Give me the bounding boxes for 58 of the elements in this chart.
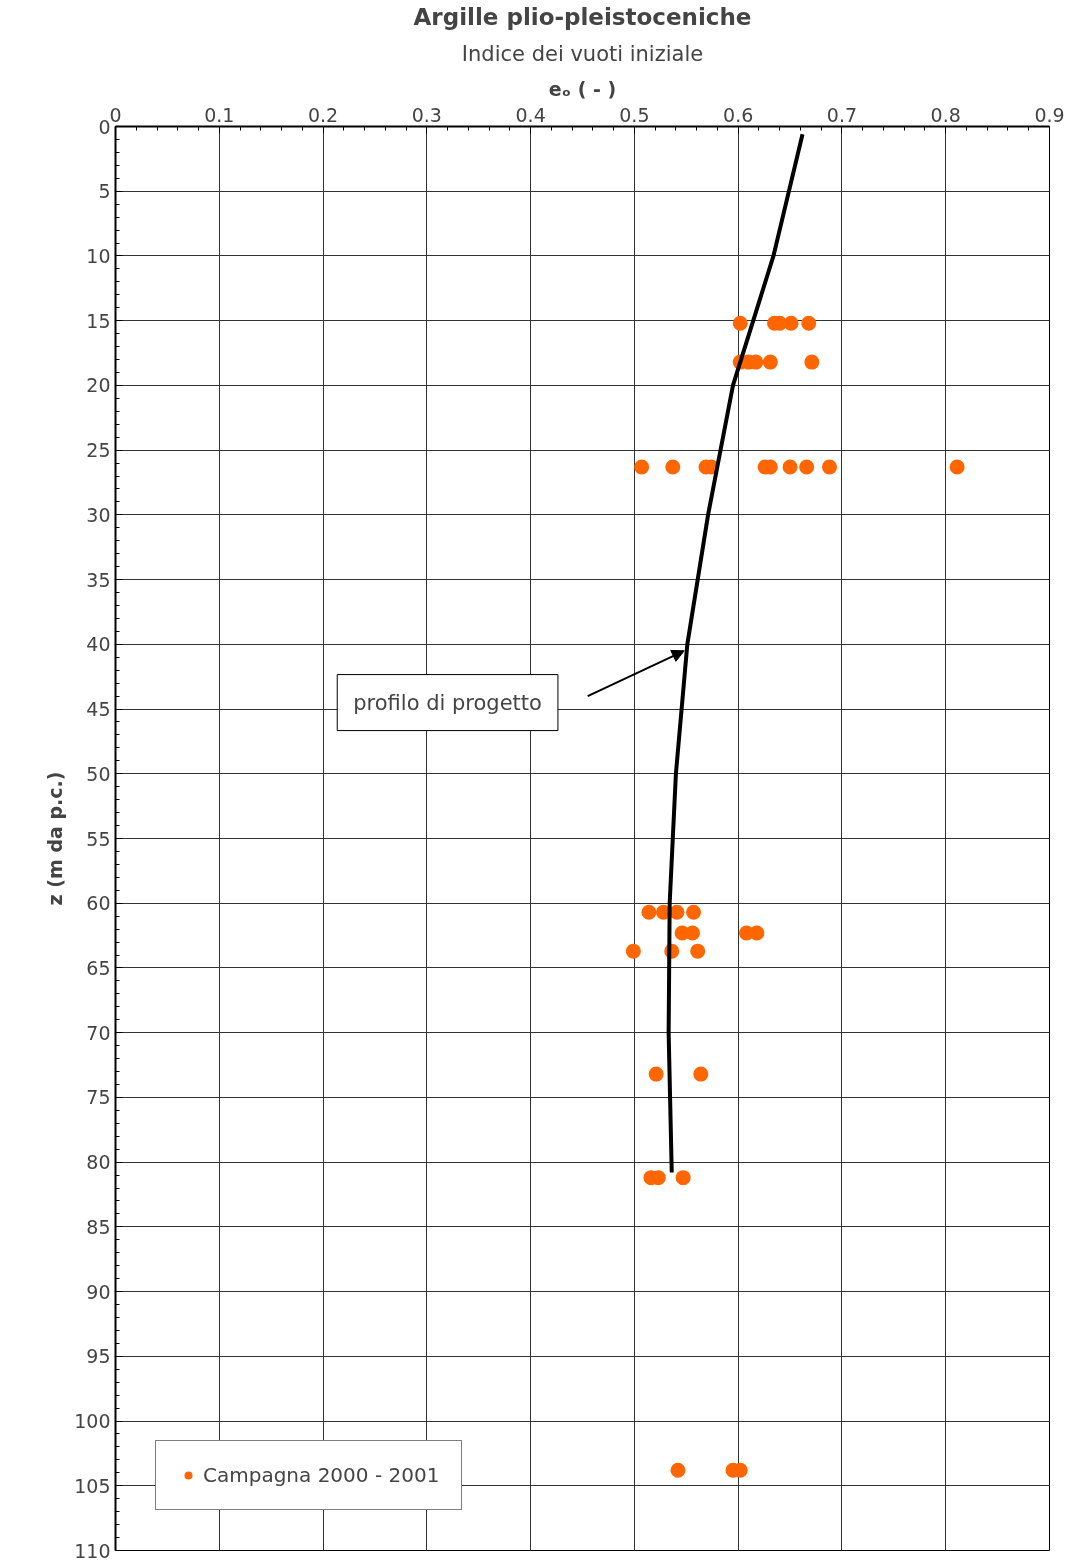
x-axis-title: eₒ ( - ) xyxy=(548,77,617,100)
y-tick-label: 15 xyxy=(86,309,111,332)
point xyxy=(821,459,837,475)
x-tick-label: 0.6 xyxy=(723,103,754,126)
y-tick-label: 35 xyxy=(86,568,111,591)
x-tick-label: 0.1 xyxy=(204,103,235,126)
point xyxy=(690,943,706,959)
y-axis-title: z (m da p.c.) xyxy=(44,771,67,906)
point xyxy=(675,1170,691,1186)
point xyxy=(799,459,815,475)
point xyxy=(782,459,798,475)
point xyxy=(732,315,748,331)
chart-subtitle: Indice dei vuoti iniziale xyxy=(461,41,704,66)
y-tick-label: 105 xyxy=(74,1474,111,1497)
x-tick-label: 0.7 xyxy=(826,103,858,126)
y-tick-label: 100 xyxy=(74,1410,111,1433)
y-tick-label: 5 xyxy=(98,180,111,203)
point xyxy=(648,1066,664,1082)
annotation: profilo di progetto xyxy=(353,690,542,715)
y-tick-label: 25 xyxy=(86,439,111,462)
y-tick-label: 85 xyxy=(86,1215,111,1238)
y-tick-label: 60 xyxy=(86,892,111,915)
point xyxy=(670,1462,686,1478)
y-tick-label: 20 xyxy=(86,374,111,397)
point xyxy=(641,904,657,920)
point xyxy=(804,354,820,370)
x-tick-label: 0.9 xyxy=(1034,103,1065,126)
point xyxy=(685,925,700,941)
point xyxy=(762,354,778,370)
point xyxy=(749,925,765,941)
chart-title: Argille plio-pleistoceniche xyxy=(413,3,752,30)
point xyxy=(801,315,817,331)
point xyxy=(665,459,681,475)
legend-label: Campagna 2000 - 2001 xyxy=(203,1463,440,1487)
y-tick-label: 40 xyxy=(86,633,111,656)
y-tick-label: 70 xyxy=(86,1021,111,1044)
y-tick-label: 110 xyxy=(74,1539,111,1562)
x-tick-label: 0.5 xyxy=(619,103,650,126)
x-tick-label: 0.4 xyxy=(515,103,546,126)
y-tick-label: 45 xyxy=(86,698,111,721)
y-tick-label: 95 xyxy=(86,1345,111,1368)
y-tick-label: 55 xyxy=(86,827,111,850)
y-tick-label: 90 xyxy=(86,1280,111,1303)
x-tick-label: 0.2 xyxy=(307,103,339,126)
point xyxy=(693,1066,709,1082)
y-tick-label: 50 xyxy=(86,762,111,785)
point xyxy=(949,459,965,475)
x-tick-label: 0.3 xyxy=(411,103,442,126)
y-tick-label: 10 xyxy=(86,244,111,267)
y-tick-label: 65 xyxy=(86,956,111,979)
y-tick-label: 75 xyxy=(86,1086,111,1109)
y-tick-label: 80 xyxy=(86,1151,111,1174)
point xyxy=(783,315,799,331)
y-tick-label: 30 xyxy=(86,503,111,526)
point xyxy=(634,459,650,475)
point xyxy=(625,943,641,959)
point xyxy=(686,904,702,920)
x-tick-label: 0.8 xyxy=(930,103,961,126)
